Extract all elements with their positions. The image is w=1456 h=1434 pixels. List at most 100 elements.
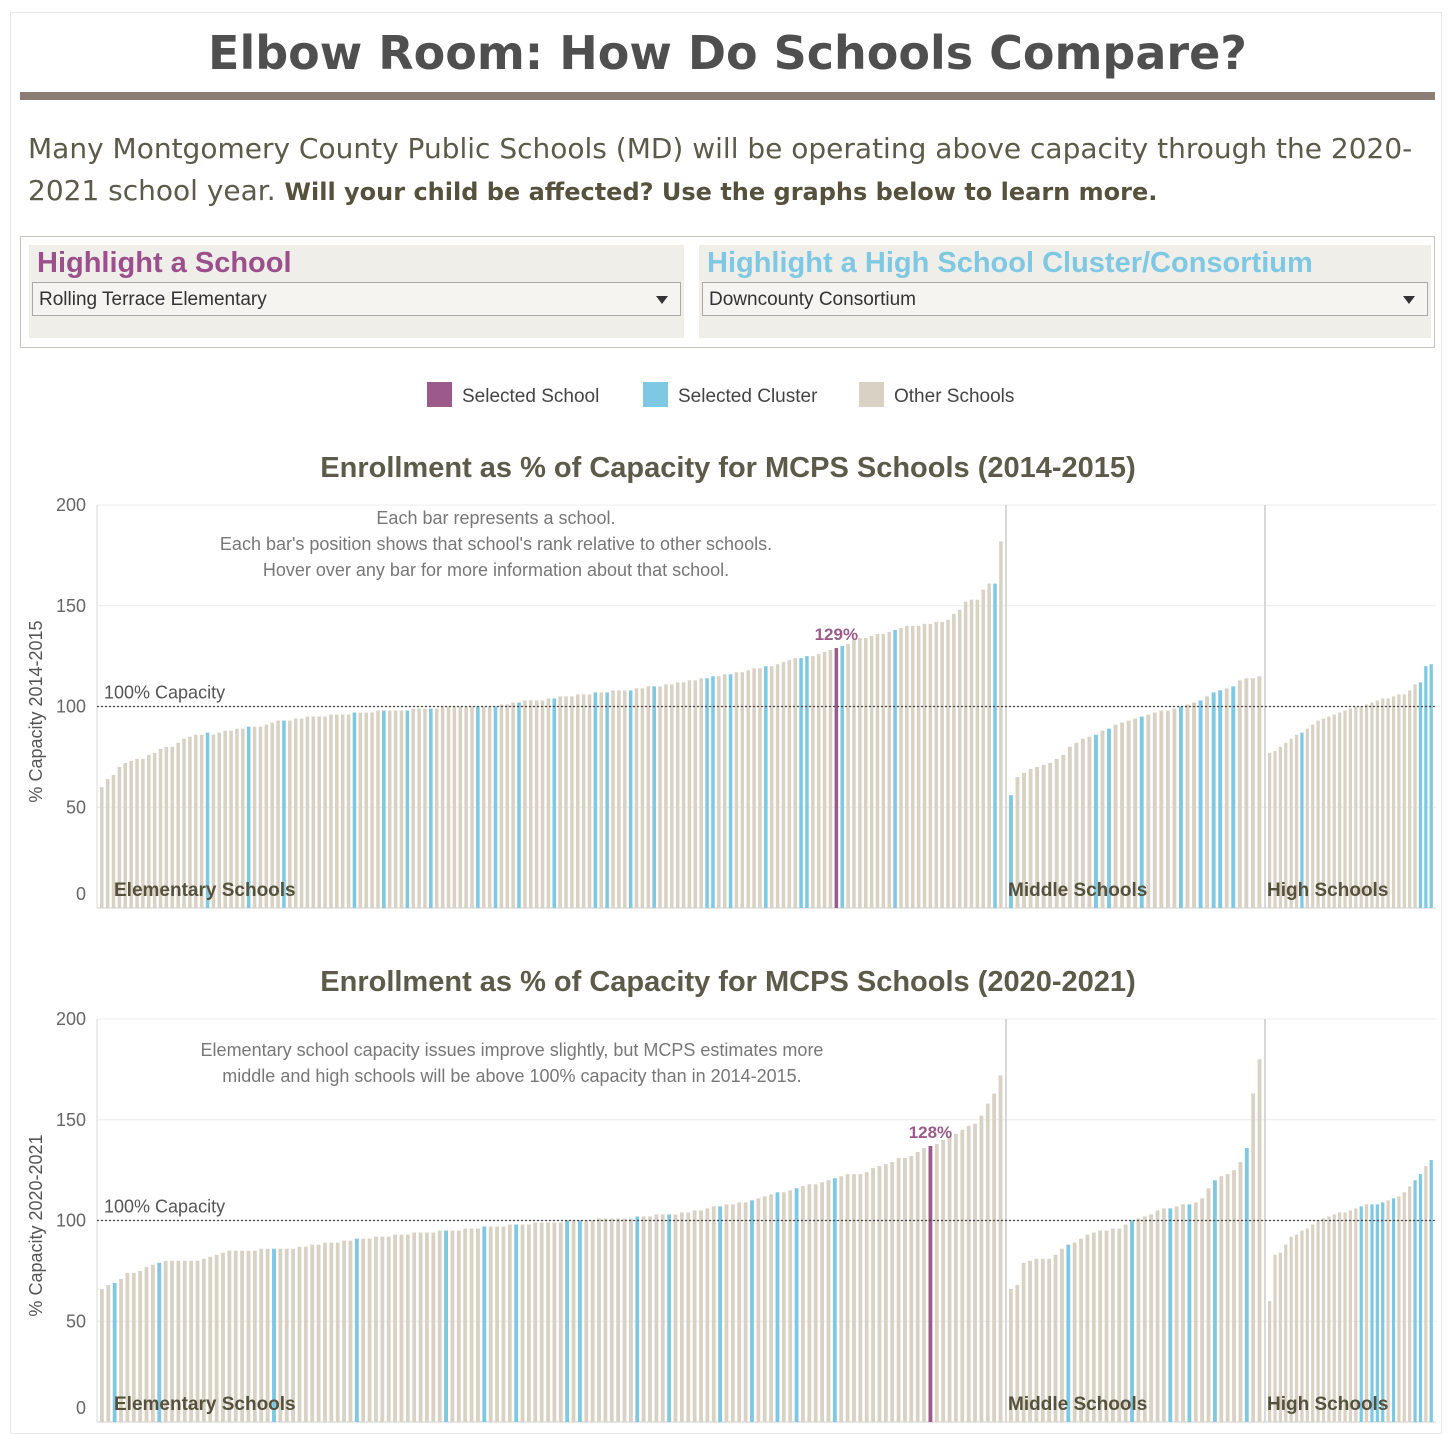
bar-other-school (881, 633, 886, 908)
bar-other-school (1332, 1214, 1336, 1422)
bar-other-school (291, 1248, 296, 1422)
bar-cluster-school (893, 629, 897, 908)
bar-other-school (418, 1232, 423, 1422)
bar-other-school (1289, 1236, 1293, 1422)
bar-other-school (640, 688, 645, 908)
cluster-dropdown[interactable]: Downcounty Consortium (702, 282, 1428, 316)
bar-other-school (1022, 773, 1026, 908)
bar-other-school (693, 680, 698, 908)
bar-other-school (1338, 712, 1342, 908)
cluster-filter-panel: Highlight a High School Cluster/Consorti… (699, 245, 1431, 338)
bar-cluster-school (750, 1200, 754, 1422)
bar-other-school (909, 1156, 914, 1422)
bar-other-school (252, 1250, 257, 1422)
title-rule (20, 92, 1435, 100)
bar-other-school (1142, 1216, 1147, 1422)
bar-other-school (903, 1158, 907, 1422)
bar-other-school (1316, 1220, 1320, 1422)
bar-cluster-school (799, 658, 803, 908)
bar-other-school (367, 1238, 372, 1422)
bar-other-school (1149, 1214, 1154, 1422)
bar-other-school (558, 696, 562, 908)
bar-other-school (1136, 1218, 1141, 1422)
chevron-down-icon[interactable] (656, 296, 668, 304)
bar-other-school (1009, 1289, 1013, 1422)
bar-other-school (1085, 1234, 1090, 1422)
bar-cluster-school (1107, 728, 1111, 908)
bar-other-school (246, 1250, 251, 1422)
bar-other-school (284, 1248, 289, 1422)
bar-other-school (743, 1202, 748, 1422)
bar-other-school (599, 692, 604, 908)
bar-other-school (189, 1260, 194, 1422)
y-tick-label: 200 (56, 495, 86, 515)
bar-cluster-school (652, 686, 656, 908)
bar-other-school (288, 720, 292, 908)
bar-cluster-school (246, 726, 251, 908)
bar-other-school (1047, 1258, 1052, 1422)
legend-label: Other Schools (894, 386, 1015, 407)
bar-cluster-school (444, 1230, 448, 1422)
bar-other-school (437, 1230, 442, 1422)
bar-other-school (1054, 758, 1059, 908)
cluster-filter-label: Highlight a High School Cluster/Consorti… (707, 247, 1313, 279)
bar-other-school (590, 1220, 595, 1422)
bar-cluster-school (1375, 1204, 1379, 1422)
bar-other-school (217, 732, 222, 908)
bar-cluster-school (993, 583, 997, 908)
legend-label: Selected Cluster (678, 386, 818, 407)
bar-other-school (499, 704, 504, 908)
bar-cluster-school (429, 708, 433, 908)
bar-other-school (523, 700, 527, 908)
bar-other-school (208, 1256, 213, 1422)
intro-paragraph: Many Montgomery County Public Schools (M… (28, 128, 1428, 213)
bar-other-school (1053, 1254, 1058, 1422)
bar-other-school (520, 1224, 525, 1422)
bar-other-school (507, 1224, 512, 1422)
bar-other-school (469, 1228, 474, 1422)
bar-other-school (769, 1194, 774, 1422)
bar-other-school (611, 690, 615, 908)
bar-other-school (1343, 710, 1347, 908)
bar-other-school (276, 720, 280, 908)
bar-other-school (1354, 1208, 1358, 1422)
bar-other-school (170, 746, 175, 908)
bar-other-school (910, 625, 915, 908)
bar-other-school (1117, 1228, 1122, 1422)
bar-other-school (737, 1202, 742, 1422)
bar-other-school (259, 1248, 264, 1422)
bar-other-school (1100, 730, 1105, 908)
y-tick-label: 150 (56, 596, 86, 616)
reference-line-label: 100% Capacity (104, 683, 225, 703)
bar-other-school (270, 722, 274, 908)
y-tick-label: 0 (76, 1398, 86, 1418)
bar-other-school (1343, 1212, 1347, 1422)
bar-other-school (1035, 766, 1040, 908)
bar-other-school (1305, 1228, 1309, 1422)
bar-other-school (144, 1266, 149, 1422)
bar-other-school (176, 1260, 181, 1422)
bar-other-school (922, 1147, 926, 1422)
bar-other-school (816, 654, 821, 908)
bar-other-school (476, 1228, 480, 1422)
chevron-down-icon[interactable] (1403, 296, 1415, 304)
bar-other-school (658, 686, 662, 908)
bar-other-school (1224, 688, 1229, 908)
bar-other-school (316, 1244, 321, 1422)
bar-other-school (1268, 752, 1272, 908)
bar-selected-school (928, 1145, 933, 1422)
school-dropdown[interactable]: Rolling Terrace Elementary (32, 282, 681, 316)
bar-cluster-school (805, 656, 809, 909)
bar-other-school (623, 690, 627, 908)
bar-other-school (807, 1184, 812, 1422)
bar-other-school (587, 694, 592, 908)
bar-other-school (278, 1248, 283, 1422)
bar-other-school (235, 728, 239, 908)
bar-other-school (762, 1196, 767, 1422)
bar-other-school (1268, 1301, 1272, 1422)
bar-other-school (1348, 708, 1353, 908)
bar-other-school (813, 1184, 818, 1422)
bar-other-school (871, 1168, 875, 1422)
bar-other-school (616, 1218, 621, 1422)
bar-other-school (1284, 1244, 1288, 1422)
